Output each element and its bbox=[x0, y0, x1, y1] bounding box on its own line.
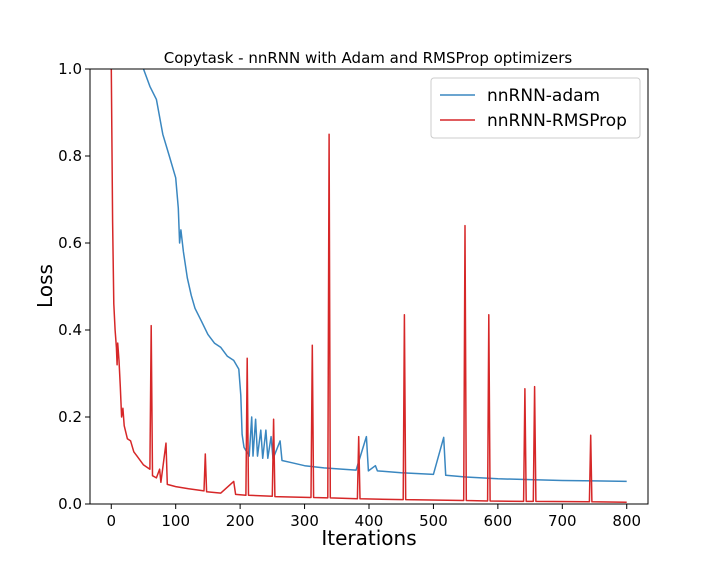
plot-area bbox=[110, 69, 627, 504]
x-tick-label: 800 bbox=[612, 512, 641, 530]
y-tick-label: 0.8 bbox=[58, 147, 82, 165]
y-tick-label: 1.0 bbox=[58, 60, 82, 78]
x-tick-label: 200 bbox=[226, 512, 255, 530]
y-tick-label: 0.2 bbox=[58, 408, 82, 426]
x-tick-label: 700 bbox=[548, 512, 577, 530]
x-tick-label: 400 bbox=[355, 512, 384, 530]
x-tick-label: 600 bbox=[484, 512, 513, 530]
legend-box bbox=[430, 77, 641, 139]
x-tick-label: 500 bbox=[419, 512, 448, 530]
x-tick-label: 100 bbox=[161, 512, 190, 530]
series-line-nnrnn-adam bbox=[142, 69, 627, 483]
x-tick-label: 0 bbox=[106, 512, 116, 530]
y-tick-label: 0.0 bbox=[58, 495, 82, 513]
chart-title: Copytask - nnRNN with Adam and RMSProp o… bbox=[164, 49, 573, 67]
y-tick-label: 0.4 bbox=[58, 321, 82, 339]
legend-label-adam: nnRNN-adam bbox=[487, 86, 600, 106]
x-axis: 0 100 200 300 400 500 600 700 800 bbox=[106, 504, 641, 530]
legend: nnRNN-adam nnRNN-RMSProp bbox=[430, 77, 641, 139]
legend-label-rmsprop: nnRNN-RMSProp bbox=[487, 111, 627, 131]
y-tick-label: 0.6 bbox=[58, 234, 82, 252]
series-line-nnrnn-rmsprop bbox=[110, 69, 627, 504]
x-tick-label: 300 bbox=[290, 512, 319, 530]
y-axis-label: Loss bbox=[33, 264, 57, 308]
y-axis: 0.0 0.2 0.4 0.6 0.8 1.0 bbox=[58, 60, 90, 513]
x-axis-label: Iterations bbox=[321, 526, 416, 550]
